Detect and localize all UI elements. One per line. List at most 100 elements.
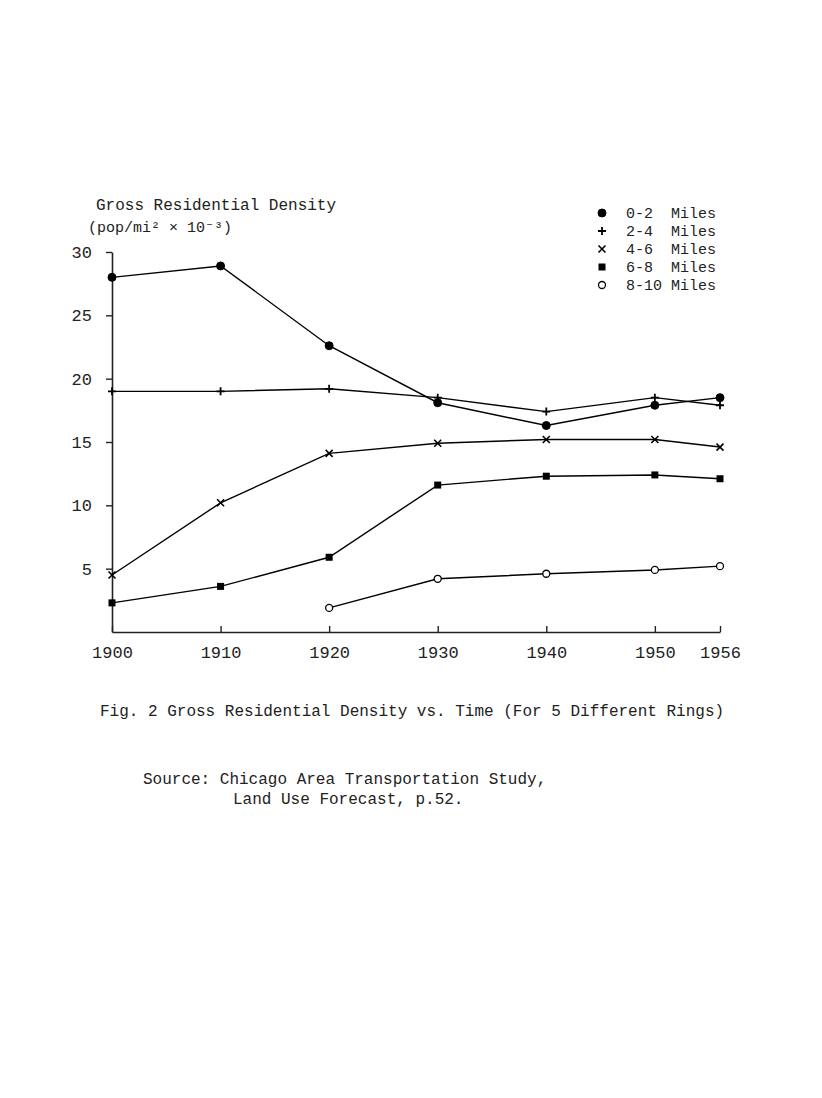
point [217,387,225,395]
point [717,444,724,451]
y-axis-title: Gross Residential Density [96,197,336,215]
legend-label: 8-10 Miles [626,278,716,295]
y-tick-mark [106,252,112,253]
x-tick-label: 1910 [201,644,242,663]
y-tick-mark [106,442,112,443]
series [108,262,724,430]
y-tick-mark [106,505,112,506]
point [542,422,550,430]
background [0,0,822,1098]
point [651,566,658,573]
chart: 5 10 15 20 25 30 1900 1910 1920 1930 1940 1950 1956 0… [0,0,822,1098]
legend-label: 6-8 Miles [626,260,716,277]
y-tick-mark [106,568,112,569]
y-tick: 25 [72,307,112,326]
point [543,473,550,480]
series [109,436,724,579]
annotation: (pop/mi² × 10⁻³) [88,220,232,237]
point [651,401,659,409]
y-tick: 20 [72,371,112,390]
x-tick-mark [329,626,330,632]
x-tick-label: 1900 [92,644,133,663]
point [651,394,659,402]
point [543,436,550,443]
x-tick: 1956 [700,626,741,663]
point [651,436,658,443]
series [109,471,724,606]
legend-label: 4-6 Miles [626,242,716,259]
plot-area [108,262,724,612]
legend-marker [599,264,606,271]
point [325,385,333,393]
x-tick-label: 1920 [309,644,350,663]
point [326,554,333,561]
y-tick: 10 [72,497,112,516]
x-tick: 1930 [418,626,459,663]
point [217,583,224,590]
point [434,482,441,489]
x-tick: 1950 [635,626,676,663]
source: Land Use Forecast, p.52. [233,791,463,809]
legend: 0-2 Miles2-4 Miles4-6 Miles6-8 Miles8-10… [598,206,716,295]
point [434,440,441,447]
x-tick-label: 1940 [526,644,567,663]
x-tick-mark [112,626,113,632]
y-tick-label: 5 [82,561,92,580]
x-tick-mark [546,626,547,632]
y-tick-mark [106,378,112,379]
x-tick-mark [220,626,221,632]
series [326,563,724,612]
point [326,604,333,611]
point [717,475,724,482]
title: Fig. 2 Gross Residential Density vs. Tim… [100,703,724,721]
point [716,394,724,402]
series-line [112,266,720,426]
series-line [329,566,720,608]
y-tick-mark [106,315,112,316]
x-tick: 1920 [309,626,350,663]
point [716,401,724,409]
y-axis: 5 10 15 20 25 30 [72,244,113,633]
x-tick-label: 1930 [418,644,459,663]
legend-marker [598,227,606,235]
series-line [112,475,720,603]
series-line [112,439,720,575]
y-tick: 15 [72,434,112,453]
point [108,387,116,395]
point [434,394,442,402]
point [434,575,441,582]
point [542,408,550,416]
point [326,450,333,457]
x-tick: 1910 [201,626,242,663]
x-tick-label: 1950 [635,644,676,663]
x-tick: 1940 [526,626,567,663]
point [108,273,116,281]
legend-label: 2-4 Miles [626,224,716,241]
point [217,499,224,506]
y-tick-label: 20 [72,371,92,390]
point [217,262,225,270]
x-tick: 1900 [92,626,133,663]
y-tick: 30 [72,244,112,263]
series [108,385,724,416]
x-tick-mark [655,626,656,632]
point [651,471,658,478]
x-tick-mark [438,626,439,632]
y-tick-label: 10 [72,497,92,516]
y-tick-label: 30 [72,244,92,263]
point [109,572,116,579]
legend-marker [598,209,606,217]
legend-marker [599,282,606,289]
point [109,599,116,606]
y-tick-label: 25 [72,307,92,326]
x-tick-mark [720,626,721,632]
point [543,570,550,577]
y-tick-label: 15 [72,434,92,453]
point [717,563,724,570]
x-axis: 1900 1910 1920 1930 1940 1950 1956 [92,626,741,663]
series-line [112,389,720,412]
point [325,342,333,350]
source: Source: Chicago Area Transportation Stud… [143,771,546,789]
x-axis-line [113,632,721,634]
legend-label: 0-2 Miles [626,206,716,223]
